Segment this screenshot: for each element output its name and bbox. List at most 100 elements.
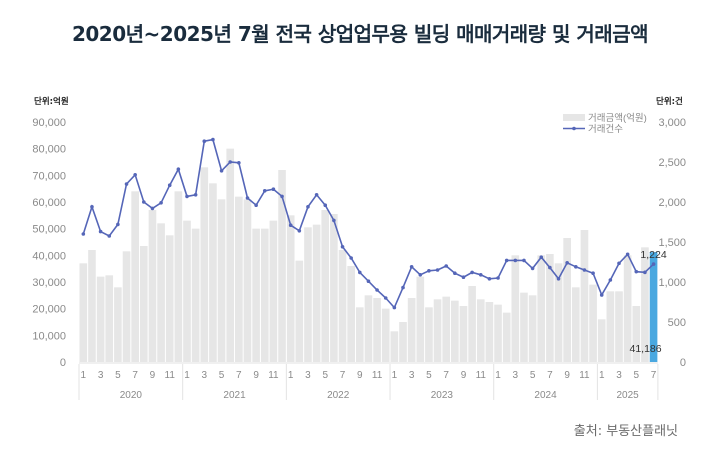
line-point [133, 173, 137, 177]
bar [425, 307, 433, 362]
month-tick: 11 [476, 370, 487, 381]
bar [381, 308, 390, 362]
bar [442, 296, 451, 362]
line-point [288, 223, 293, 227]
right-axis-tick: 1,500 [658, 237, 686, 249]
month-tick: 5 [530, 370, 536, 381]
right-axis-tick: 1,000 [658, 277, 686, 289]
line-point [202, 139, 207, 143]
chart-title: 2020년~2025년 7월 전국 상업업무용 빌딩 매매거래량 및 거래금액 [71, 22, 649, 46]
line-point [280, 194, 284, 199]
bar [537, 255, 546, 362]
bar [183, 220, 191, 362]
bar [597, 319, 606, 362]
bar [200, 167, 209, 362]
line-point [496, 276, 500, 280]
bar [468, 286, 476, 362]
bar [589, 284, 597, 362]
line-point [513, 258, 518, 263]
line-point [375, 288, 379, 292]
line-point [651, 262, 656, 266]
bar [286, 215, 295, 362]
month-tick: 5 [115, 370, 121, 381]
bar [373, 298, 381, 362]
line-point [98, 229, 103, 234]
year-label: 2023 [431, 390, 454, 401]
bar [269, 220, 278, 362]
bar [502, 312, 511, 362]
line-point [392, 305, 397, 310]
legend-line-marker [572, 126, 576, 131]
line-point [211, 137, 215, 142]
line-point [461, 275, 466, 280]
line-point [116, 222, 120, 227]
bar [399, 322, 407, 362]
year-label: 2024 [534, 390, 557, 401]
left-axis-tick: 90,000 [32, 117, 66, 129]
bar [407, 298, 416, 362]
left-axis-unit: 단위:억원 [34, 97, 69, 107]
year-label: 2022 [327, 390, 350, 401]
left-axis-tick: 80,000 [32, 144, 66, 156]
line-point [271, 187, 276, 191]
line-point [548, 265, 552, 270]
line-point [565, 261, 569, 265]
bar [580, 230, 589, 362]
month-tick: 1 [392, 370, 398, 381]
bar [546, 254, 554, 362]
line-point [297, 229, 302, 233]
bar [122, 251, 131, 362]
bar [390, 331, 399, 362]
line-point [643, 270, 647, 275]
month-tick: 9 [357, 370, 363, 381]
month-tick: 3 [513, 370, 519, 381]
month-tick: 3 [305, 370, 311, 381]
line-point [366, 279, 371, 284]
bar [312, 224, 321, 362]
line-point [159, 201, 163, 205]
bar [623, 255, 632, 362]
line-point [522, 258, 526, 263]
bar [520, 292, 528, 362]
month-tick: 7 [547, 370, 553, 381]
line-point [323, 203, 328, 207]
line-point [574, 265, 578, 269]
line-point [539, 255, 544, 259]
legend-count-label: 거래건수 [588, 124, 623, 135]
bar [632, 306, 641, 362]
bar [511, 255, 520, 362]
month-tick: 7 [443, 370, 449, 381]
bar [243, 199, 252, 362]
line-point [401, 285, 405, 290]
right-axis-tick: 2,500 [658, 157, 686, 169]
line-point [608, 278, 613, 282]
right-axis-unit: 단위:건 [656, 97, 683, 107]
line-point [142, 200, 146, 204]
line-point [349, 256, 353, 260]
bar [114, 287, 122, 362]
line-point [634, 269, 639, 274]
bar [79, 263, 88, 362]
month-tick: 9 [461, 370, 467, 381]
year-label: 2021 [223, 390, 246, 401]
right-axis-tick: 500 [668, 317, 686, 329]
bar [278, 170, 286, 362]
line-point [383, 296, 388, 300]
bar [304, 227, 312, 362]
bar [606, 291, 615, 362]
month-tick: 9 [564, 370, 570, 381]
line-point [556, 277, 561, 281]
legend: 거래금액(억원)거래건수 [563, 112, 647, 135]
bar [641, 247, 649, 362]
left-axis-tick: 30,000 [32, 277, 66, 289]
line-point [193, 193, 198, 197]
month-tick: 5 [219, 370, 225, 381]
bar [139, 246, 148, 362]
left-axis-tick: 70,000 [32, 170, 66, 182]
bar [330, 214, 338, 362]
month-tick: 3 [409, 370, 415, 381]
last-amount-label: 41,186 [629, 343, 661, 355]
bar [321, 210, 330, 362]
bar [355, 307, 364, 362]
